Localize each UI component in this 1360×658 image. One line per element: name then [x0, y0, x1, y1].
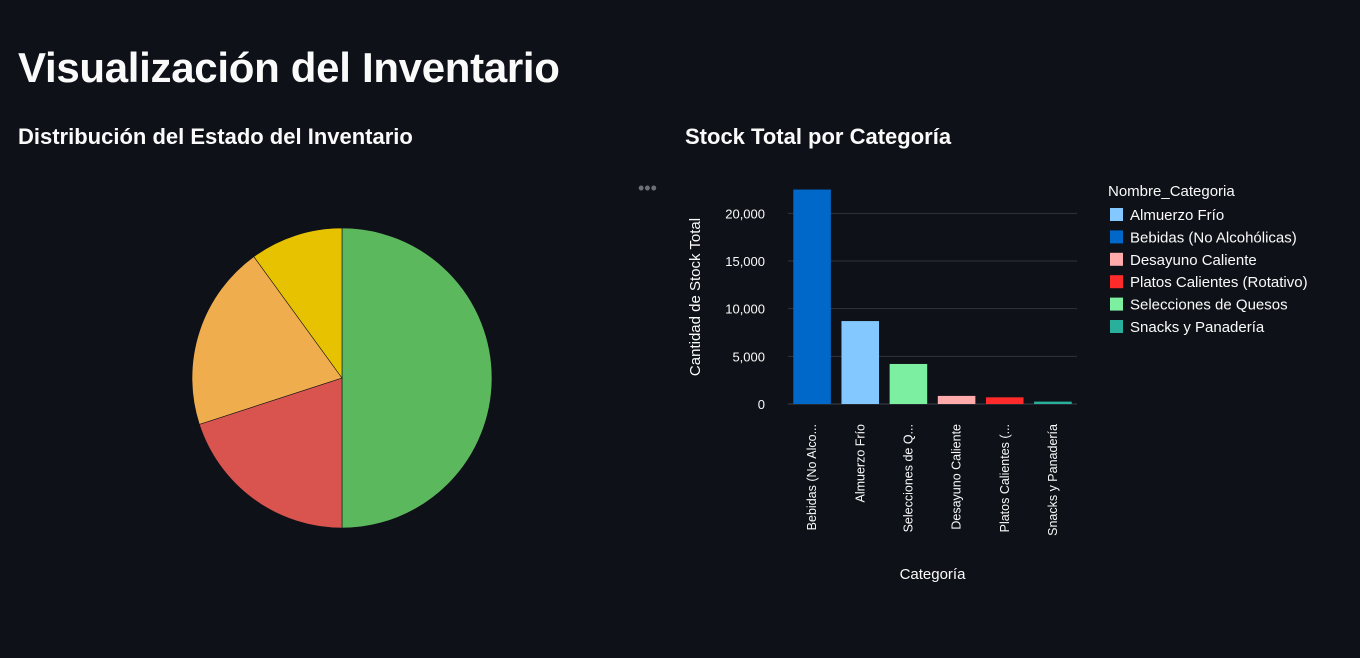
- x-axis-label: Categoría: [900, 566, 967, 583]
- legend-item[interactable]: Almuerzo Frío: [1130, 207, 1224, 224]
- y-axis-label: Cantidad de Stock Total: [687, 218, 704, 376]
- pie-slice[interactable]: [253, 227, 343, 379]
- legend-swatch[interactable]: [1110, 208, 1123, 221]
- legend-swatch[interactable]: [1110, 252, 1123, 266]
- page-title: Visualización del Inventario: [18, 44, 560, 91]
- more-horizontal-icon[interactable]: •••: [638, 178, 657, 198]
- legend-item[interactable]: Snacks y Panadería: [1130, 319, 1265, 336]
- pie-chart[interactable]: [150, 195, 550, 561]
- legend-item[interactable]: Bebidas (No Alcohólicas): [1130, 229, 1297, 246]
- bar-chart-title: Stock Total por Categoría: [685, 124, 952, 149]
- bar[interactable]: [937, 395, 976, 404]
- pie-slice[interactable]: [191, 256, 343, 425]
- legend-swatch[interactable]: [1110, 275, 1123, 289]
- legend-swatch[interactable]: [1110, 320, 1123, 333]
- y-tick-label: 20,000: [725, 206, 765, 221]
- x-tick-label: Desayuno Caliente: [950, 424, 964, 530]
- y-tick-label: 0: [758, 397, 765, 412]
- bar[interactable]: [841, 321, 880, 404]
- x-tick-label: Snacks y Panadería: [1046, 424, 1060, 536]
- y-tick-label: 15,000: [725, 254, 765, 269]
- bar[interactable]: [985, 397, 1024, 404]
- legend-swatch[interactable]: [1110, 230, 1123, 244]
- pie-slice[interactable]: [341, 227, 493, 529]
- bar[interactable]: [793, 189, 831, 404]
- x-tick-label: Platos Calientes (...: [998, 424, 1012, 532]
- x-tick-label: Bebidas (No Alco...: [805, 424, 819, 530]
- bar-chart[interactable]: 0 5,000 10,000 15,000 20,000 Bebidas (No Alco…: [680, 168, 1350, 598]
- x-tick-label: Selecciones de Q...: [901, 424, 915, 532]
- y-tick-label: 5,000: [732, 349, 765, 364]
- legend-item[interactable]: Selecciones de Quesos: [1130, 297, 1288, 314]
- bar[interactable]: [1034, 401, 1072, 404]
- legend-swatch[interactable]: [1110, 297, 1123, 311]
- pie-chart-title: Distribución del Estado del Inventario: [18, 124, 413, 149]
- legend-item[interactable]: Platos Calientes (Rotativo): [1130, 274, 1308, 291]
- legend-item[interactable]: Desayuno Caliente: [1130, 252, 1257, 269]
- legend-title: Nombre_Categoria: [1108, 183, 1235, 200]
- bar[interactable]: [889, 363, 928, 404]
- x-tick-label: Almuerzo Frío: [853, 424, 867, 503]
- pie-slice[interactable]: [198, 377, 343, 529]
- y-tick-label: 10,000: [725, 302, 765, 317]
